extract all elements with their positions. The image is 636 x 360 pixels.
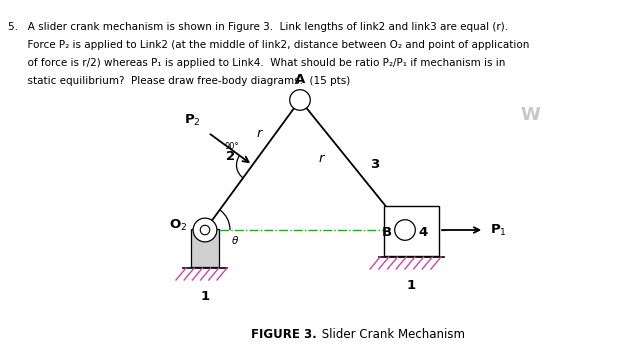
Text: 3: 3 bbox=[370, 158, 379, 171]
Text: FIGURE 3.: FIGURE 3. bbox=[251, 328, 317, 342]
Text: 2: 2 bbox=[226, 150, 235, 163]
Bar bbox=[384, 206, 439, 256]
Text: 5.   A slider crank mechanism is shown in Figure 3.  Link lengths of link2 and l: 5. A slider crank mechanism is shown in … bbox=[8, 22, 508, 32]
Text: Slider Crank Mechanism: Slider Crank Mechanism bbox=[318, 328, 465, 342]
Text: P$_2$: P$_2$ bbox=[184, 112, 201, 127]
Text: of force is r/2) whereas P₁ is applied to Link4.  What should be ratio P₂/P₁ if : of force is r/2) whereas P₁ is applied t… bbox=[8, 58, 506, 68]
Text: Force P₂ is applied to Link2 (at the middle of link2, distance between O₂ and po: Force P₂ is applied to Link2 (at the mid… bbox=[8, 40, 529, 50]
Text: 1: 1 bbox=[407, 279, 416, 292]
Text: 90°: 90° bbox=[225, 142, 239, 151]
Text: r: r bbox=[319, 152, 324, 165]
Text: O$_2$: O$_2$ bbox=[169, 217, 188, 233]
Circle shape bbox=[290, 90, 310, 110]
Circle shape bbox=[395, 220, 415, 240]
Circle shape bbox=[200, 225, 210, 235]
Text: r: r bbox=[256, 127, 262, 140]
Text: A: A bbox=[295, 73, 305, 86]
Text: $\theta$: $\theta$ bbox=[231, 234, 239, 246]
Text: B: B bbox=[382, 225, 392, 238]
Text: static equilibrium?  Please draw free-body diagrams.  (15 pts): static equilibrium? Please draw free-bod… bbox=[8, 76, 350, 86]
Text: P$_1$: P$_1$ bbox=[490, 222, 507, 238]
Circle shape bbox=[193, 218, 217, 242]
Bar bbox=[191, 229, 219, 267]
Text: 1: 1 bbox=[200, 290, 210, 303]
Text: W: W bbox=[520, 106, 540, 124]
Text: 4: 4 bbox=[418, 225, 427, 238]
